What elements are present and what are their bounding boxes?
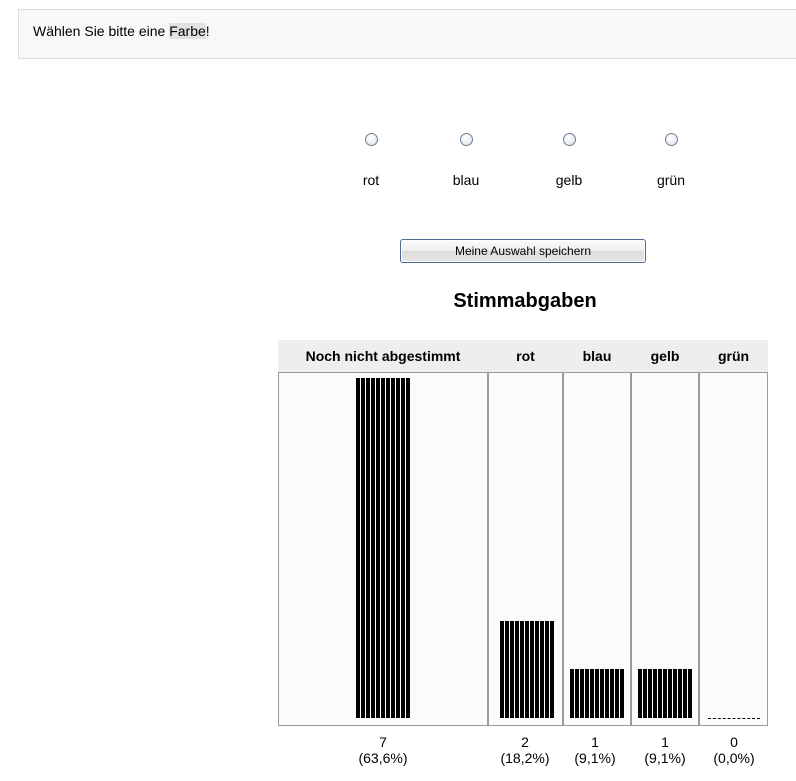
column-header-rot: rot	[516, 348, 535, 364]
radio-blau[interactable]	[459, 133, 473, 146]
radio-gruen[interactable]	[664, 133, 678, 146]
count-value: 1	[661, 734, 669, 750]
radio-gelb[interactable]	[562, 133, 576, 146]
percent-value: (0,0%)	[713, 750, 755, 766]
result-count-gelb: 1 (9,1%)	[629, 734, 701, 766]
count-value: 0	[730, 734, 738, 750]
percent-value: (9,1%)	[644, 750, 686, 766]
result-count-gruen: 0 (0,0%)	[698, 734, 770, 766]
count-value: 1	[591, 734, 599, 750]
result-count-rot: 2 (18,2%)	[489, 734, 561, 766]
count-value: 7	[379, 734, 387, 750]
column-header-gruen: grün	[717, 348, 750, 364]
column-header-not-voted: Noch nicht abgestimmt	[305, 348, 461, 364]
result-column-rot	[488, 372, 563, 726]
result-column-not-voted	[278, 372, 488, 726]
question-text-after: !	[205, 23, 210, 39]
percent-value: (63,6%)	[358, 750, 408, 766]
question-text: Wählen Sie bitte eine Farbe!	[33, 23, 210, 39]
column-header-blau: blau	[582, 348, 612, 364]
count-value: 2	[521, 734, 529, 750]
result-bar-blau	[570, 669, 624, 718]
result-column-gelb	[631, 372, 699, 726]
percent-value: (9,1%)	[574, 750, 616, 766]
option-blau[interactable]: blau	[436, 133, 496, 188]
result-column-gruen	[699, 372, 768, 726]
option-label-blau[interactable]: blau	[452, 172, 480, 188]
option-label-gelb[interactable]: gelb	[555, 172, 583, 188]
percent-value: (18,2%)	[500, 750, 550, 766]
result-bar-rot	[500, 621, 554, 718]
option-label-gruen[interactable]: grün	[656, 172, 686, 188]
save-choice-button[interactable]: Meine Auswahl speichern	[400, 239, 646, 263]
result-bar-gruen	[708, 718, 760, 720]
question-highlight: Farbe	[169, 23, 206, 39]
option-label-rot[interactable]: rot	[362, 172, 380, 188]
question-box: Wählen Sie bitte eine Farbe!	[18, 9, 796, 59]
column-header-gelb: gelb	[650, 348, 680, 364]
result-count-blau: 1 (9,1%)	[559, 734, 631, 766]
result-bar-not-voted	[356, 378, 410, 718]
result-column-blau	[563, 372, 631, 726]
results-title: Stimmabgaben	[453, 290, 597, 312]
option-gruen[interactable]: grün	[641, 133, 701, 188]
question-text-before: Wählen Sie bitte eine	[33, 23, 170, 39]
result-count-not-voted: 7 (63,6%)	[347, 734, 419, 766]
result-bar-gelb	[638, 669, 692, 718]
results-table-header: Noch nicht abgestimmt rot blau gelb grün	[278, 340, 768, 372]
option-rot[interactable]: rot	[341, 133, 401, 188]
radio-rot[interactable]	[364, 133, 378, 146]
option-gelb[interactable]: gelb	[539, 133, 599, 188]
